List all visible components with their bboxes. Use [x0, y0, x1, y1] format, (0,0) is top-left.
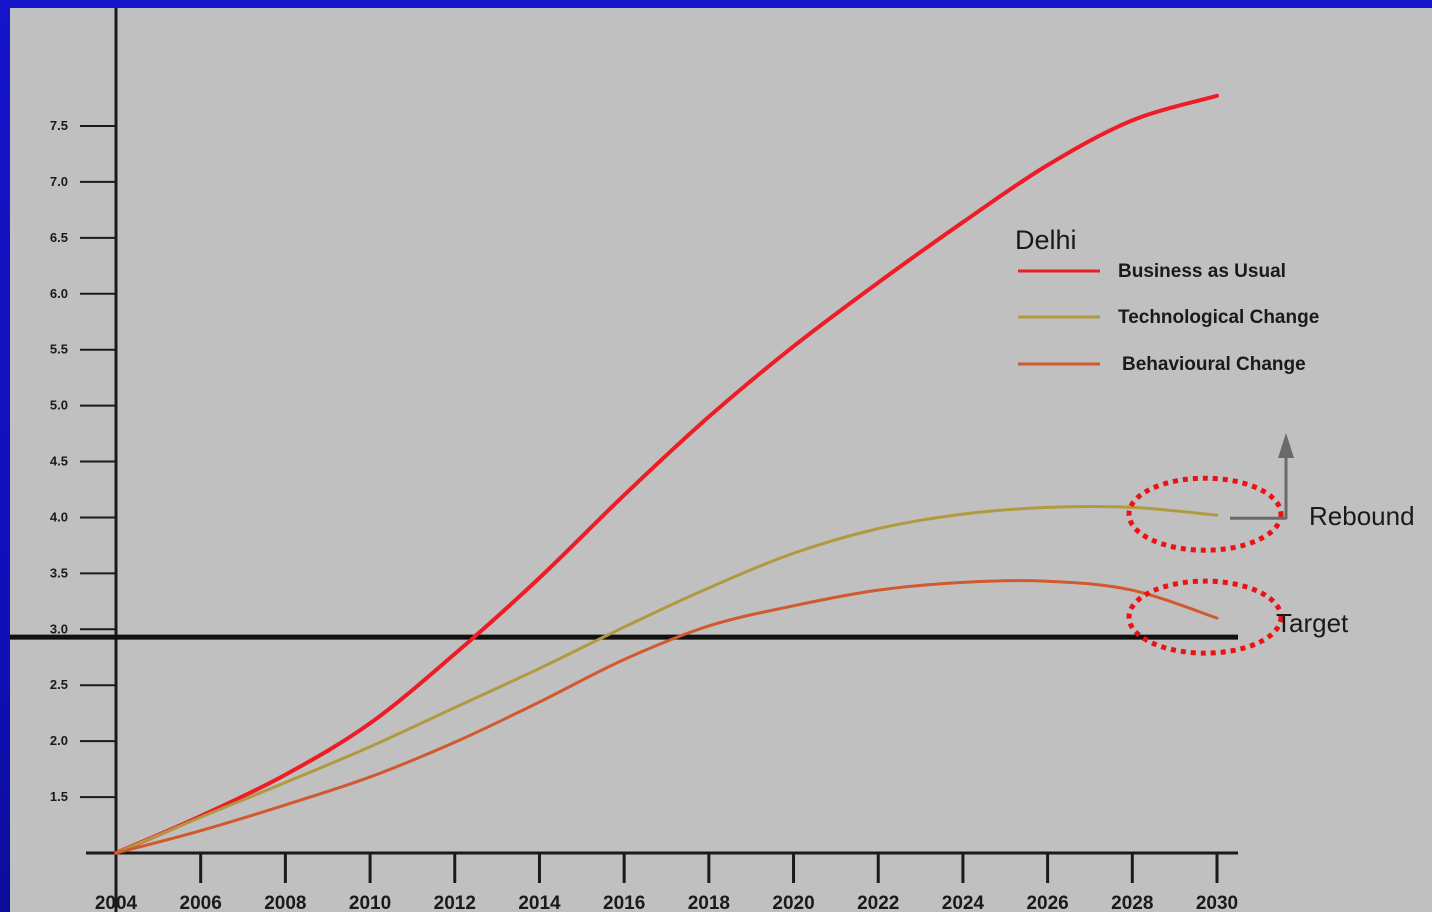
y-tick-label: 5.0 — [50, 398, 68, 413]
y-tick-label: 2.0 — [50, 733, 68, 748]
x-tick-label: 2008 — [264, 893, 306, 912]
y-tick-label: 6.5 — [50, 230, 68, 245]
x-tick-label: 2018 — [688, 893, 730, 912]
x-tick-label: 2026 — [1026, 893, 1068, 912]
x-tick-label: 2010 — [349, 893, 391, 912]
target-circle — [1126, 578, 1284, 656]
x-tick-label: 2028 — [1111, 893, 1153, 912]
x-tick-label: 2020 — [772, 893, 814, 912]
rebound-label: Rebound — [1309, 501, 1415, 531]
legend-title: Delhi — [1015, 225, 1077, 255]
chart-panel: 7.5 7.0 6.5 6.0 5.5 5.0 4.5 4.0 3.5 3.0 2.5 2.0 1.5 2… — [10, 8, 1432, 912]
y-tick-label: 2.5 — [50, 677, 68, 692]
legend-label: Technological Change — [1118, 307, 1319, 328]
axes: 7.5 7.0 6.5 6.0 5.5 5.0 4.5 4.0 3.5 3.0 2.5 2.0 1.5 2… — [10, 8, 1238, 912]
legend-label: Business as Usual — [1118, 261, 1286, 282]
legend-label: Behavioural Change — [1122, 354, 1306, 375]
annotations: Rebound Target — [1126, 433, 1415, 656]
target-label: Target — [1276, 608, 1349, 638]
y-tick-label: 3.5 — [50, 565, 68, 580]
x-tick-label: 2004 — [95, 893, 138, 912]
rebound-arrow-head — [1278, 433, 1294, 458]
y-tick-label: 6.0 — [50, 286, 68, 301]
chart: 7.5 7.0 6.5 6.0 5.5 5.0 4.5 4.0 3.5 3.0 2.5 2.0 1.5 2… — [10, 8, 1415, 912]
series-line-behavioural-change — [114, 579, 1219, 855]
rebound-circle — [1126, 475, 1284, 553]
x-tick-label: 2022 — [857, 893, 899, 912]
y-tick-label: 4.0 — [50, 509, 68, 524]
y-tick-label: 7.0 — [50, 174, 68, 189]
y-tick-label: 5.5 — [50, 342, 68, 357]
x-tick-label: 2016 — [603, 893, 645, 912]
series-lines — [114, 93, 1219, 855]
x-tick-label: 2030 — [1196, 893, 1238, 912]
x-tick-label: 2006 — [180, 893, 222, 912]
x-tick-label: 2012 — [434, 893, 476, 912]
y-tick-label: 4.5 — [50, 454, 68, 469]
legend: Delhi Business as Usual Technological Cha… — [1015, 225, 1319, 375]
y-tick-label: 1.5 — [50, 789, 68, 804]
y-tick-label: 7.5 — [50, 118, 68, 133]
x-tick-label: 2014 — [518, 893, 561, 912]
y-tick-label: 3.0 — [50, 621, 68, 636]
series-line-technological-change — [114, 504, 1219, 855]
x-tick-label: 2024 — [942, 893, 985, 912]
series-line-business-as-usual — [114, 93, 1219, 855]
